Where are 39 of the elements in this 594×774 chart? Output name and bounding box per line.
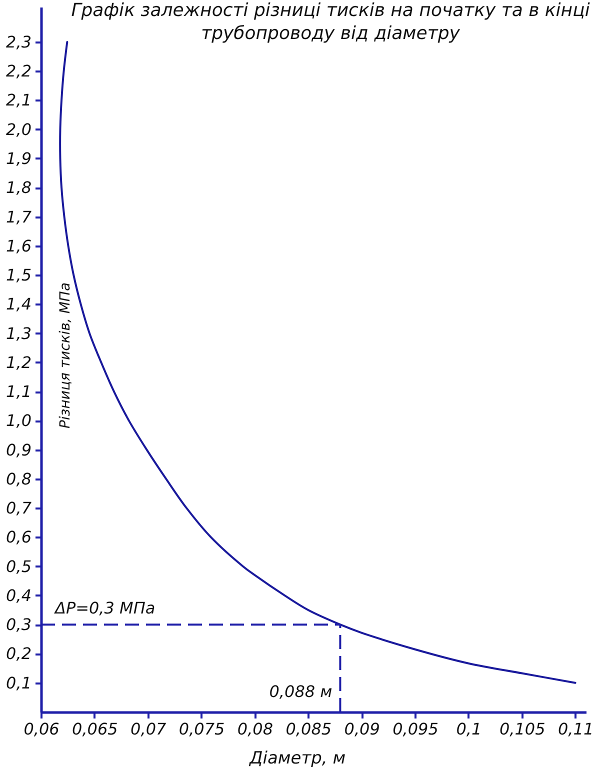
y-tick-label: 0,7 (6, 498, 32, 518)
y-tick-label: 1,5 (6, 266, 32, 285)
x-tick-label: 0,07 (130, 720, 167, 738)
y-tick-label: 0,5 (6, 556, 32, 576)
x-tick-label: 0,105 (499, 720, 546, 738)
y-tick-label: 2,1 (6, 90, 32, 110)
x-tick-label: 0,06 (24, 720, 60, 738)
y-tick-label: 0,8 (6, 469, 32, 488)
y-tick-label: 0,3 (6, 615, 32, 634)
y-tick-label: 1,4 (6, 294, 32, 314)
x-tick-label: 0,065 (72, 720, 118, 738)
y-tick-label: 0,2 (6, 644, 32, 664)
x-tick-label: 0,1 (456, 720, 482, 738)
y-tick-label: 1,2 (6, 352, 32, 372)
ref-line-label: 0,088 м (269, 682, 332, 701)
y-tick-label: 2,3 (6, 32, 32, 52)
x-tick-label: 0,08 (237, 720, 274, 738)
y-tick-label: 2,0 (6, 120, 32, 139)
y-axis-title: Різниця тисків, МПа (58, 282, 74, 429)
y-tick-label: 2,2 (6, 62, 32, 81)
y-tick-label: 1,7 (6, 207, 32, 226)
x-tick-label: 0,075 (178, 720, 225, 738)
y-tick-label: 0,4 (6, 586, 32, 605)
y-tick-label: 1,8 (6, 178, 32, 198)
y-tick-label: 1,3 (6, 324, 32, 343)
y-tick-label: 1,9 (6, 148, 32, 168)
y-tick-label: 0,6 (6, 528, 32, 547)
ref-line-label: ΔP=0,3 МПа (53, 598, 156, 618)
chart-title: Графік залежності різниці тисків на початку та в кінці трубопроводу від діаметру (71, 0, 590, 44)
y-tick-label: 0,1 (6, 673, 32, 692)
y-tick-label: 1,0 (6, 411, 32, 430)
x-tick-label: 0,11 (558, 720, 594, 738)
y-tick-label: 1,6 (6, 236, 32, 256)
y-tick-label: 1,1 (6, 382, 32, 402)
y-tick-label: 0,9 (6, 440, 32, 460)
x-tick-label: 0,095 (392, 720, 438, 738)
x-tick-label: 0,085 (286, 720, 332, 738)
x-axis-title: Діаметр, м (248, 748, 346, 768)
x-tick-label: 0,09 (344, 720, 380, 738)
